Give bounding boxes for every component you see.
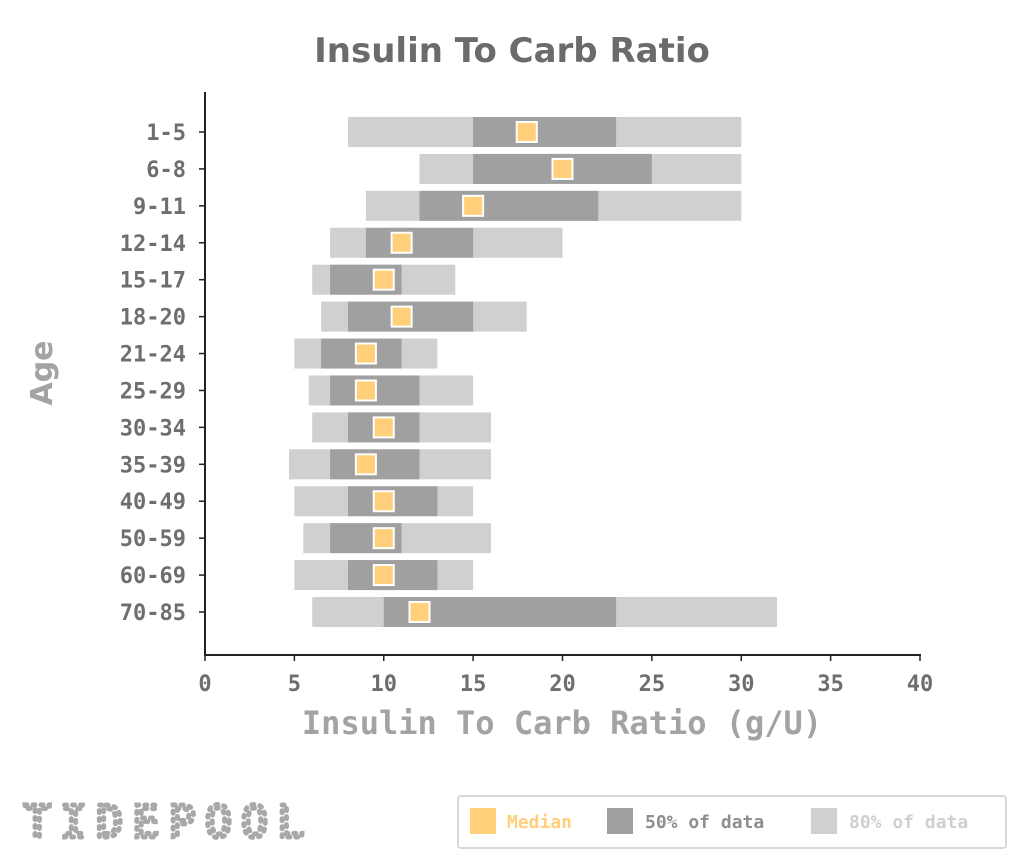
x-tick-label: 20 xyxy=(549,672,576,697)
x-tick-label: 15 xyxy=(460,672,487,697)
median-marker-6-8 xyxy=(551,157,574,180)
median-marker-21-24 xyxy=(354,342,377,365)
y-tick-label: 12-14 xyxy=(120,232,186,257)
legend-swatch-50 xyxy=(607,808,633,834)
chart-title: Insulin To Carb Ratio xyxy=(314,31,710,71)
y-tick-label: 35-39 xyxy=(120,453,186,478)
y-tick-label: 50-59 xyxy=(120,527,186,552)
tidepool-logo: TIDEPOOL xyxy=(24,797,304,848)
y-tick-label: 30-34 xyxy=(120,416,186,441)
bar-50-1-5 xyxy=(473,117,617,147)
y-tick-label: 18-20 xyxy=(120,306,186,331)
x-tick-label: 40 xyxy=(907,672,934,697)
legend-label-50: 50% of data xyxy=(645,812,764,833)
y-tick-label: 9-11 xyxy=(133,195,186,220)
x-tick-label: 10 xyxy=(371,672,398,697)
y-tick-label: 1-5 xyxy=(146,121,186,146)
x-axis-label: Insulin To Carb Ratio (g/U) xyxy=(302,704,822,742)
median-marker-35-39 xyxy=(354,453,377,476)
x-tick-label: 35 xyxy=(817,672,844,697)
y-tick-label: 40-49 xyxy=(120,490,186,515)
x-tick-label: 0 xyxy=(198,672,211,697)
y-tick-label: 25-29 xyxy=(120,379,186,404)
x-tick-label: 25 xyxy=(639,672,666,697)
y-tick-label: 21-24 xyxy=(120,343,186,368)
bar-50-12-14 xyxy=(365,227,474,258)
median-marker-15-17 xyxy=(372,268,395,291)
legend-label-80: 80% of data xyxy=(849,812,968,833)
bar-50-9-11 xyxy=(419,190,599,221)
y-axis-label: Age xyxy=(25,340,60,405)
median-marker-40-49 xyxy=(372,490,395,513)
y-ticks: 1-5 6-8 9-11 12-14 15-17 18-20 21-24 25-29 30-34… xyxy=(120,121,205,626)
legend-label-median: Median xyxy=(507,812,572,833)
bars xyxy=(289,117,777,627)
median-marker-70-85 xyxy=(408,601,431,623)
y-tick-label: 60-69 xyxy=(120,564,186,589)
legend: Median 50% of data 80% of data xyxy=(457,795,1007,849)
median-marker-12-14 xyxy=(390,231,413,254)
median-marker-25-29 xyxy=(354,379,377,402)
legend-swatch-80 xyxy=(811,808,837,834)
median-marker-50-59 xyxy=(372,527,395,550)
y-tick-label: 70-85 xyxy=(120,601,186,626)
median-marker-18-20 xyxy=(390,305,413,328)
median-marker-60-69 xyxy=(372,564,395,587)
median-marker-1-5 xyxy=(515,121,538,143)
x-tick-label: 30 xyxy=(728,672,755,697)
x-ticks: 0 5 10 15 20 25 30 35 40 xyxy=(198,655,933,697)
median-marker-30-34 xyxy=(372,416,395,439)
x-tick-label: 5 xyxy=(288,672,301,697)
y-tick-label: 15-17 xyxy=(120,269,186,294)
legend-swatch-median xyxy=(470,808,496,834)
y-tick-label: 6-8 xyxy=(146,158,186,183)
median-marker-9-11 xyxy=(462,194,485,217)
